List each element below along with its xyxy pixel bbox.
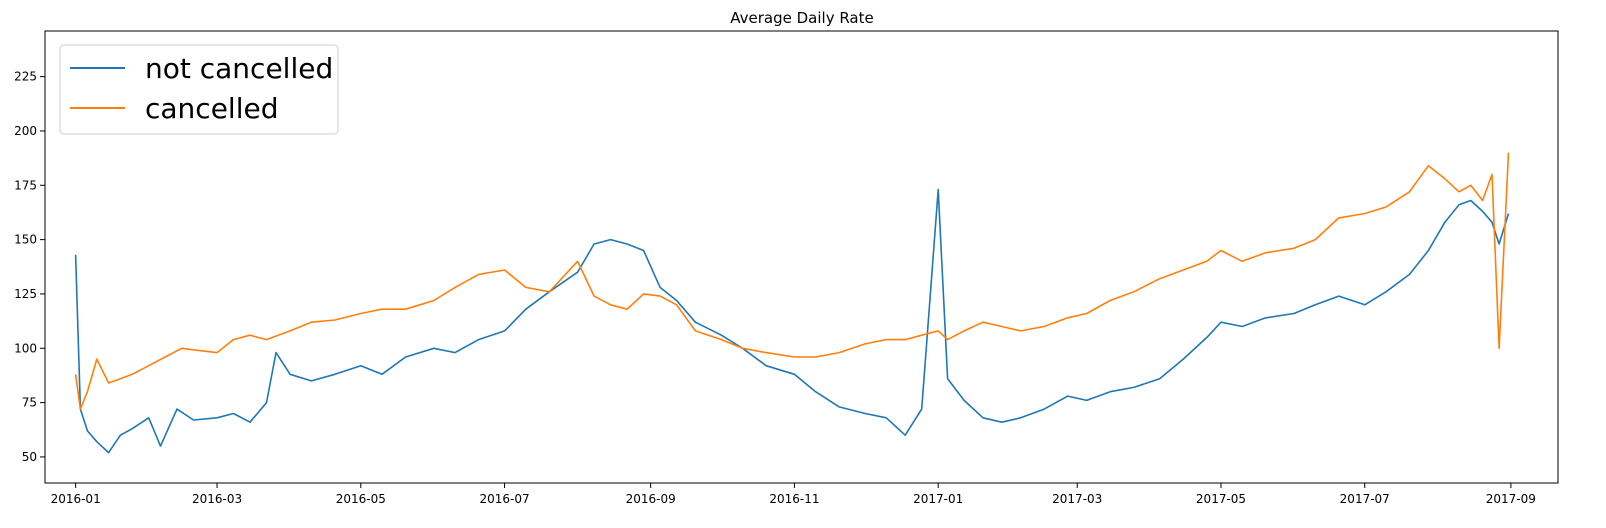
y-tick-label: 200 [14,124,37,138]
x-tick-label: 2017-05 [1196,492,1246,506]
y-tick-label: 175 [14,178,37,192]
x-tick-label: 2016-05 [336,492,386,506]
x-tick-label: 2017-01 [913,492,963,506]
y-tick-label: 150 [14,233,37,247]
legend-box [59,44,339,135]
y-tick-label: 225 [14,70,37,84]
series-layer [74,152,1510,454]
chart-title: Average Daily Rate [730,9,873,27]
y-tick-label: 50 [22,450,37,464]
x-tick-label: 2016-11 [769,492,819,506]
x-tick-label: 2016-09 [626,492,676,506]
x-tick-label: 2016-07 [479,492,529,506]
legend-label-not-cancelled: not cancelled [145,52,333,85]
legend: not cancelled cancelled [59,44,339,135]
y-tick-label: 100 [14,341,37,355]
series-line-not-cancelled [74,188,1510,454]
x-axis: 2016-01 2016-03 2016-05 2016-07 2016-09 2016-… [51,483,1536,506]
x-tick-label: 2017-09 [1486,492,1536,506]
series-line-cancelled [74,152,1510,410]
y-tick-label: 125 [14,287,37,301]
x-tick-label: 2016-01 [51,492,101,506]
x-tick-label: 2016-03 [192,492,242,506]
x-tick-label: 2017-03 [1052,492,1102,506]
y-axis: 50 75 100 125 150 175 200 225 [14,70,45,464]
y-tick-label: 75 [22,396,37,410]
legend-label-cancelled: cancelled [145,92,278,125]
x-tick-label: 2017-07 [1340,492,1390,506]
plot-frame [44,30,1559,484]
